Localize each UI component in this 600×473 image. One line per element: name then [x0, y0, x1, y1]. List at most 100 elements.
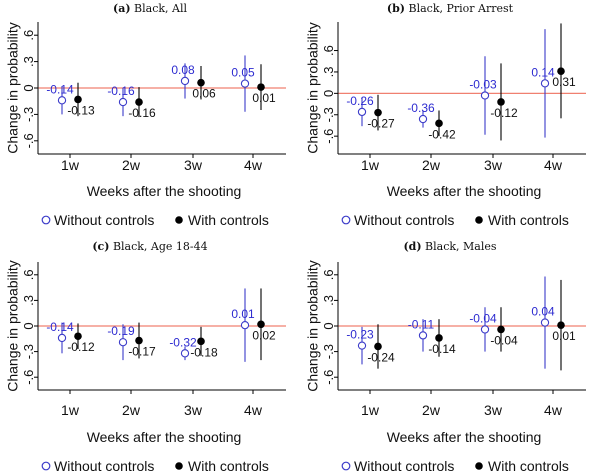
value-label-without-controls: -0.03	[469, 77, 497, 91]
point-with-controls	[74, 332, 82, 341]
panel-title: (b) Black, Prior Arrest	[387, 2, 514, 15]
panel-label: (c)	[92, 240, 109, 253]
y-tick-label: 0	[321, 322, 336, 329]
y-tick-label: -.3	[321, 344, 336, 359]
x-tick-label: 2w	[422, 402, 441, 418]
point-without-controls	[357, 341, 367, 350]
legend: Without controls With controls	[41, 212, 269, 228]
point-without-controls	[118, 97, 128, 107]
value-label-without-controls: -0.32	[169, 335, 197, 349]
y-tick-label: 0	[21, 84, 36, 91]
x-axis-title: Weeks after the shooting	[387, 183, 542, 199]
legend-label-without-controls: Without controls	[54, 212, 154, 228]
value-label-with-controls: -0.17	[128, 345, 156, 359]
panel-title: (a) Black, All	[113, 2, 187, 15]
panel-label: (d)	[403, 240, 421, 253]
legend-label-with-controls: With controls	[488, 212, 569, 228]
legend-label-without-controls: Without controls	[354, 212, 454, 228]
point-with-controls	[257, 320, 265, 329]
y-axis-title: Change in probability	[5, 22, 21, 154]
value-label-with-controls: -0.12	[490, 106, 518, 120]
value-label-without-controls: 0.01	[231, 307, 255, 321]
y-tick-label: -.3	[21, 107, 36, 122]
x-tick-label: 1w	[61, 402, 80, 418]
point-without-controls	[418, 114, 428, 124]
legend-label-with-controls: With controls	[488, 458, 569, 473]
point-without-controls	[118, 338, 128, 347]
point-with-controls	[497, 325, 505, 334]
y-tick-label: -.6	[321, 129, 336, 144]
point-with-controls	[497, 98, 505, 106]
value-label-with-controls: -0.24	[367, 350, 395, 364]
y-axis-title: Change in probability	[305, 22, 321, 154]
value-label-without-controls: -0.16	[107, 84, 135, 98]
legend-marker-without-controls	[41, 215, 51, 225]
panel-title-text: Black, All	[131, 2, 188, 15]
panel-title: (c) Black, Age 18-44	[92, 240, 207, 253]
y-tick-label: .3	[321, 67, 336, 78]
x-tick-label: 4w	[244, 157, 263, 173]
panel-title-text: Black, Age 18-44	[109, 240, 207, 253]
legend-marker-with-controls	[175, 462, 183, 470]
x-tick-label: 3w	[184, 402, 203, 418]
value-label-without-controls: 0.04	[531, 305, 555, 319]
value-label-with-controls: -0.04	[490, 333, 518, 347]
value-label-without-controls: -0.14	[46, 82, 74, 96]
value-label-without-controls: -0.11	[408, 317, 435, 331]
y-tick-label: -.3	[321, 107, 336, 122]
point-with-controls	[197, 337, 205, 346]
y-tick-label: 0	[21, 322, 36, 329]
value-label-without-controls: -0.26	[346, 94, 374, 108]
point-with-controls	[135, 336, 143, 345]
legend: Without controls With controls	[341, 458, 569, 473]
value-label-with-controls: 0.01	[552, 329, 576, 343]
value-label-without-controls: -0.36	[407, 101, 435, 115]
point-with-controls	[435, 334, 443, 342]
point-without-controls	[357, 107, 367, 117]
point-without-controls	[480, 91, 490, 100]
point-with-controls	[74, 95, 82, 104]
point-with-controls	[197, 78, 205, 87]
point-without-controls	[180, 76, 190, 86]
value-label-without-controls: -0.19	[107, 324, 135, 338]
y-tick-label: -.6	[21, 133, 36, 148]
point-with-controls	[374, 342, 382, 351]
value-label-without-controls: -0.04	[469, 311, 497, 325]
y-tick-label: -.3	[21, 344, 36, 359]
x-tick-label: 2w	[422, 157, 441, 173]
point-without-controls	[57, 333, 67, 343]
legend-label-with-controls: With controls	[188, 212, 269, 228]
legend-label-without-controls: Without controls	[354, 458, 454, 473]
point-without-controls	[57, 96, 67, 105]
value-label-without-controls: 0.08	[171, 63, 195, 77]
value-label-with-controls: -0.42	[428, 127, 456, 141]
y-tick-label: .6	[21, 30, 36, 41]
value-label-without-controls: -0.23	[346, 328, 374, 342]
panel-title-text: Black, Males	[422, 240, 497, 253]
value-label-with-controls: -0.14	[428, 342, 456, 356]
legend-marker-with-controls	[175, 216, 183, 224]
y-axis-title: Change in probability	[305, 260, 321, 392]
value-label-with-controls: 0.02	[252, 328, 276, 342]
value-label-with-controls: 0.31	[552, 75, 576, 89]
panel-label: (a)	[113, 2, 131, 15]
x-tick-label: 1w	[361, 402, 380, 418]
value-label-without-controls: 0.14	[531, 65, 555, 79]
point-with-controls	[135, 98, 143, 106]
x-tick-label: 2w	[122, 157, 141, 173]
y-axis-title: Change in probability	[5, 260, 21, 392]
x-axis-title: Weeks after the shooting	[87, 183, 242, 199]
x-tick-label: 4w	[244, 402, 263, 418]
point-without-controls	[240, 79, 250, 88]
x-tick-label: 3w	[484, 157, 503, 173]
x-tick-label: 3w	[184, 157, 203, 173]
value-label-with-controls: -0.12	[67, 340, 95, 354]
panel-title-text: Black, Prior Arrest	[405, 2, 514, 15]
x-tick-label: 4w	[544, 157, 563, 173]
value-label-without-controls: 0.05	[231, 66, 255, 80]
value-label-without-controls: -0.14	[46, 320, 74, 334]
x-tick-label: 4w	[544, 402, 563, 418]
